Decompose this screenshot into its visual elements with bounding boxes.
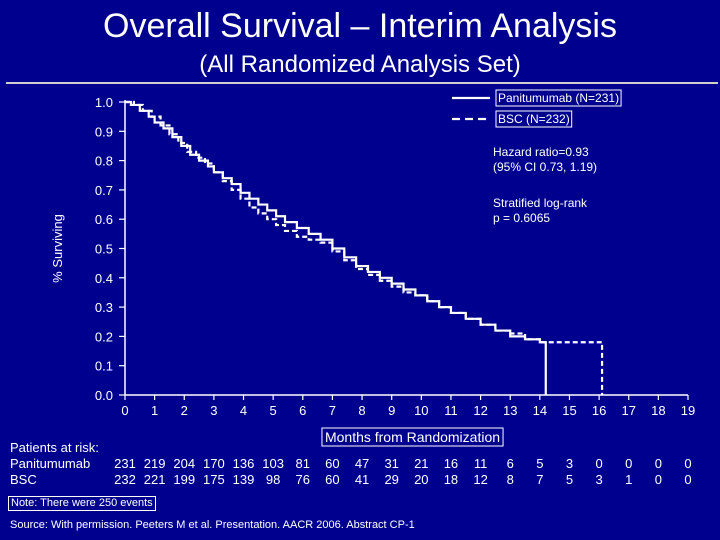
y-tick-label: 0.3 (95, 300, 113, 315)
risk-value: 232 (114, 472, 136, 487)
risk-row-label-bsc: BSC (10, 472, 37, 487)
x-tick-label: 10 (414, 403, 428, 418)
risk-value: 170 (203, 456, 225, 471)
x-tick-label: 3 (210, 403, 217, 418)
risk-value: 31 (384, 456, 399, 471)
x-tick-label: 16 (592, 403, 606, 418)
risk-value: 3 (565, 456, 574, 471)
y-tick-label: 0.2 (95, 329, 113, 344)
legend-label-panitumumab: Panitumumab (N=231) (498, 91, 619, 105)
risk-row-label-panitumumab: Panitumumab (10, 456, 91, 471)
risk-value: 29 (384, 472, 399, 487)
x-tick-label: 1 (151, 403, 158, 418)
risk-value: 0 (654, 456, 662, 471)
y-tick-label: 0.1 (95, 359, 113, 374)
logrank-line2: p = 0.6065 (493, 211, 551, 225)
x-tick-label: 11 (444, 403, 458, 418)
legend-label-box (495, 89, 622, 107)
y-tick-label: 0.0 (95, 388, 113, 403)
y-tick-label: 0.7 (95, 183, 113, 198)
chart-legend: Panitumumab (N=231) BSC (N=232) (452, 89, 622, 128)
chart-curves (125, 100, 604, 395)
risk-value: 41 (354, 472, 370, 487)
x-tick-label: 0 (121, 403, 128, 418)
y-tick-label: 1.0 (95, 95, 113, 110)
risk-value: 5 (536, 456, 544, 471)
x-tick-label: 13 (503, 403, 517, 418)
x-tick-label: 14 (533, 403, 547, 418)
x-tick-label: 15 (562, 403, 576, 418)
risk-table-header: Patients at risk: (10, 440, 99, 455)
risk-value: 219 (143, 456, 166, 471)
y-tick-label: 0.9 (95, 124, 113, 139)
risk-value: 0 (684, 456, 692, 471)
risk-value: 18 (443, 472, 459, 487)
logrank-line1: Stratified log-rank (493, 196, 588, 210)
risk-value: 199 (173, 472, 196, 487)
source-note: Source: With permission. Peeters M et al… (10, 519, 415, 531)
hazard-ratio-annotation: Hazard ratio=0.93 (95% CI 0.73, 1.19) (493, 145, 597, 175)
risk-value: 12 (473, 472, 488, 487)
risk-value: 7 (536, 472, 544, 487)
risk-value: 0 (684, 472, 692, 487)
y-tick-label: 0.5 (95, 242, 113, 257)
risk-value: 103 (262, 456, 284, 471)
risk-value: 175 (203, 472, 225, 487)
risk-value: 76 (295, 472, 311, 487)
bsc-curve (125, 100, 604, 395)
risk-value: 0 (654, 472, 662, 487)
x-tick-label: 8 (358, 403, 365, 418)
x-tick-label: 7 (329, 403, 336, 418)
events-note: Note: There were 250 events (8, 496, 156, 511)
x-tick-label: 2 (181, 403, 188, 418)
slide-subtitle: (All Randomized Analysis Set) (199, 51, 521, 78)
risk-value: 136 (232, 456, 255, 471)
y-axis-label: % Surviving (50, 214, 65, 283)
risk-value: 231 (114, 456, 136, 471)
risk-value: 21 (414, 456, 429, 471)
x-tick-label: 17 (622, 403, 636, 418)
x-tick-label: 12 (473, 403, 487, 418)
risk-value: 5 (565, 472, 574, 487)
risk-value: 0 (625, 456, 633, 471)
x-tick-label: 5 (270, 403, 277, 418)
x-tick-label: 9 (388, 403, 395, 418)
risk-value: 6 (506, 456, 514, 471)
legend-label-bsc: BSC (N=232) (498, 112, 570, 126)
legend-label-box (495, 110, 573, 128)
risk-value: 221 (143, 472, 166, 487)
risk-value: 60 (325, 456, 340, 471)
x-tick-label: 18 (651, 403, 665, 418)
y-tick-label: 0.6 (95, 212, 113, 227)
x-tick-label: 4 (240, 403, 247, 418)
risk-value: 98 (265, 472, 281, 487)
risk-value: 8 (506, 472, 514, 487)
risk-value: 0 (595, 456, 603, 471)
risk-value: 20 (414, 472, 429, 487)
risk-value: 60 (325, 472, 340, 487)
title-divider (6, 82, 718, 84)
y-tick-label: 0.4 (95, 271, 113, 286)
risk-value: 11 (473, 456, 488, 471)
logrank-annotation: Stratified log-rank p = 0.6065 (493, 196, 587, 226)
x-tick-label: 19 (681, 403, 695, 418)
x-axis-label: Months from Randomization (325, 429, 500, 445)
x-tick-label: 6 (299, 403, 306, 418)
risk-value: 139 (232, 472, 255, 487)
hazard-ratio-line2: (95% CI 0.73, 1.19) (493, 160, 598, 174)
y-tick-label: 0.8 (95, 154, 113, 169)
hazard-ratio-line1: Hazard ratio=0.93 (493, 145, 589, 159)
risk-value: 47 (354, 456, 370, 471)
risk-value: 16 (443, 456, 459, 471)
risk-value: 204 (173, 456, 196, 471)
x-axis-label-box (321, 427, 504, 447)
chart-axes: 0.00.10.20.30.40.50.60.70.80.91.00 1 2 3 4 5 6… (50, 95, 695, 447)
risk-value: 3 (595, 472, 603, 487)
slide-title: Overall Survival – Interim Analysis (103, 7, 617, 45)
risk-value: 81 (295, 456, 311, 471)
risk-value: 1 (625, 472, 633, 487)
